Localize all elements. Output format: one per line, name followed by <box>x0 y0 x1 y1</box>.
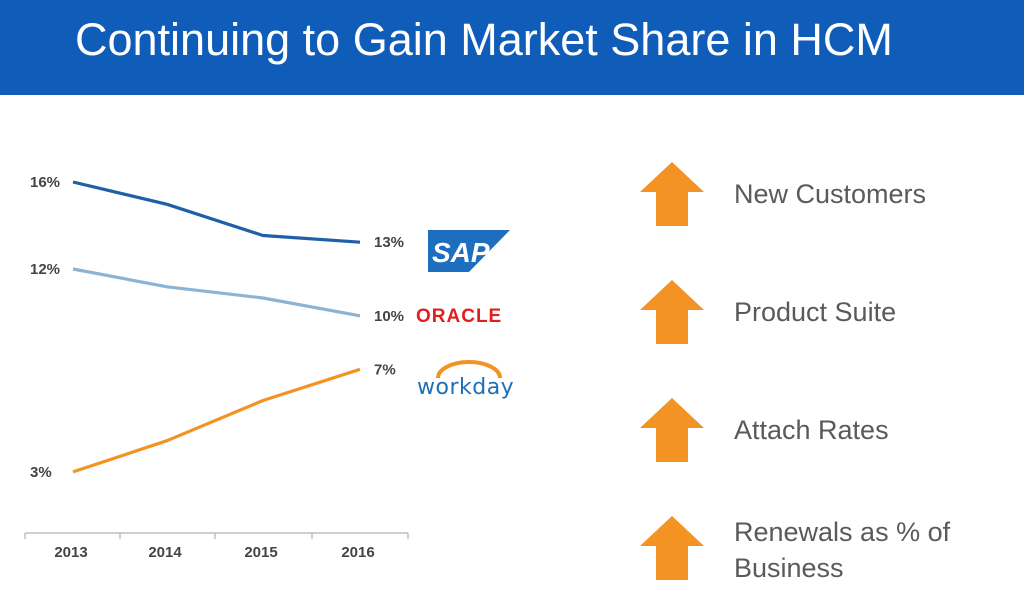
end-value-label: 7% <box>374 361 396 378</box>
oracle-logo: ORACLE <box>416 306 503 327</box>
factor-new-customers: New Customers <box>640 162 1020 232</box>
series-line-workday <box>72 367 361 474</box>
series-line-sap <box>72 180 361 244</box>
up-arrow-icon <box>640 280 704 344</box>
factor-label: Renewals as % of Business <box>734 517 951 583</box>
x-tick-label: 2013 <box>54 544 87 561</box>
end-value-label: 13% <box>374 234 404 251</box>
header-bar: Continuing to Gain Market Share in HCM <box>0 0 1024 95</box>
up-arrow-icon <box>640 398 704 462</box>
factor-label: New Customers <box>734 179 927 209</box>
page-title: Continuing to Gain Market Share in HCM <box>75 14 893 65</box>
factor-attach-rates: Attach Rates <box>640 398 1020 468</box>
sap-logo-text: SAP <box>432 237 490 268</box>
factor-label: Attach Rates <box>734 415 889 445</box>
line-chart: 2013 2014 2015 2016 16% 13% 12% 10% 3% 7% <box>24 174 409 561</box>
start-value-label: 3% <box>30 464 52 481</box>
workday-arc-icon <box>436 360 502 379</box>
sap-logo: SAP <box>428 230 510 272</box>
end-value-label: 10% <box>374 308 404 325</box>
up-arrow-icon <box>640 516 704 580</box>
factor-renewals: Renewals as % of Business <box>640 516 1020 586</box>
x-tick-label: 2015 <box>244 544 277 561</box>
start-value-label: 16% <box>30 174 60 191</box>
factor-label: Product Suite <box>734 297 897 327</box>
series-line-oracle <box>72 267 361 318</box>
workday-logo: workday <box>414 360 524 406</box>
up-arrow-icon <box>640 162 704 226</box>
factor-product-suite: Product Suite <box>640 280 1020 350</box>
x-tick-label: 2014 <box>148 544 182 561</box>
x-tick-label: 2016 <box>341 544 374 561</box>
workday-logo-text: workday <box>417 375 515 400</box>
start-value-label: 12% <box>30 261 60 278</box>
